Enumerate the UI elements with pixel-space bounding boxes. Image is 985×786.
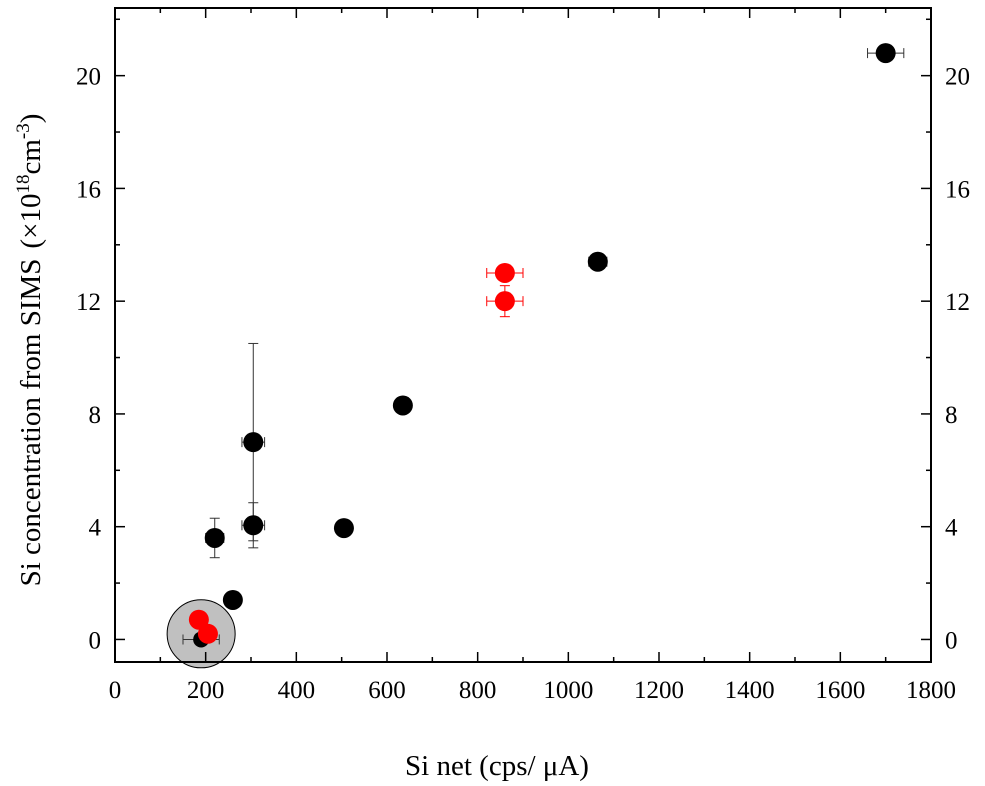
y-tick-label-right: 20 [945,64,970,91]
data-point [222,589,243,610]
data-point [494,291,515,312]
y-tick-label-left: 20 [76,64,101,91]
data-point [494,262,515,283]
y-tick-label-left: 0 [89,627,102,654]
y-axis-title-main: Si concentration from SIMS [15,259,47,587]
y-tick-label-right: 16 [945,176,970,203]
data-point [333,518,354,539]
x-tick-label: 800 [459,677,497,704]
error-bars [182,48,905,645]
x-tick-label: 400 [278,677,316,704]
y-axis-unit-exp1: 18 [13,175,34,194]
x-tick-label: 1200 [634,677,684,704]
data-point [243,432,264,453]
y-tick-label-right: 0 [945,627,958,654]
data-points [188,43,896,648]
plot-area-frame [114,7,932,663]
data-point [875,43,896,64]
y-axis-unit-mid: cm [15,139,47,175]
x-tick-label: 0 [109,677,122,704]
y-tick-label-right: 8 [945,402,958,429]
x-tick-label: 1600 [815,677,865,704]
y-axis-unit-exp2: -3 [13,123,34,139]
y-tick-label-right: 12 [945,289,970,316]
y-tick-label-right: 4 [945,515,958,542]
x-tick-label: 600 [368,677,406,704]
data-point [243,515,264,536]
axis-ticks [114,8,932,662]
x-tick-label: 1800 [906,677,956,704]
y-tick-label-left: 12 [76,289,101,316]
y-axis-title: Si concentration from SIMS (×1018cm-3) [13,114,47,587]
x-tick-label: 1000 [543,677,593,704]
y-axis-unit-open: (×10 [15,194,47,249]
x-tick-label: 1400 [725,677,775,704]
data-point [587,251,608,272]
y-tick-label-left: 4 [89,515,102,542]
data-point [392,395,413,416]
data-point [204,527,225,548]
y-axis-unit-close: ) [15,114,47,124]
x-axis-title: Si net (cps/ μA) [405,750,589,782]
x-tick-label: 200 [187,677,225,704]
y-tick-label-left: 8 [89,402,102,429]
data-point [197,623,218,644]
y-tick-label-left: 16 [76,176,101,203]
